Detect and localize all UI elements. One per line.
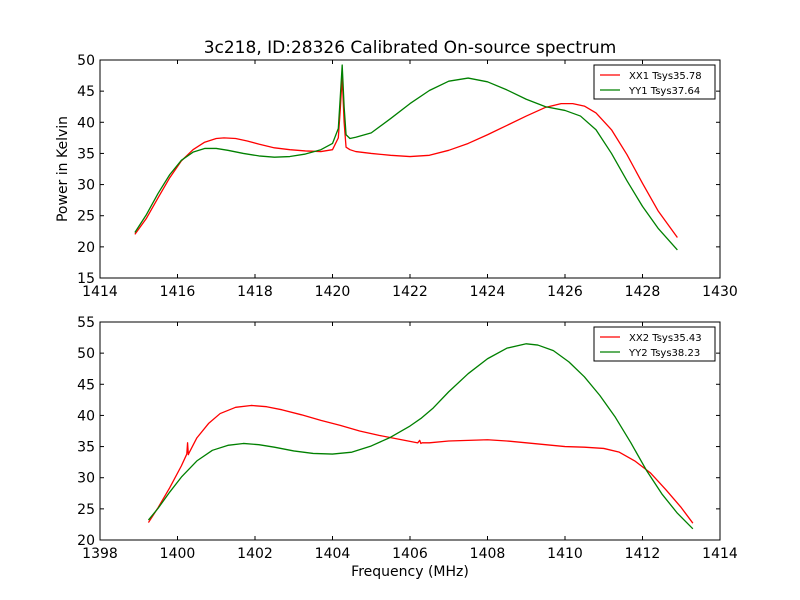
series-line-xx1 [134, 76, 678, 238]
legend-entry: YY2 Tsys38.23 [628, 348, 700, 359]
bottom-panel: 1398 1400 1402 1404 1406 1408 1410 1412 1414 20 25… [77, 315, 738, 580]
x-tick-label: 1406 [392, 546, 428, 562]
y-tick-label: 15 [77, 271, 95, 287]
x-tick-label: 1398 [82, 546, 118, 562]
y-tick-label: 50 [77, 346, 95, 362]
x-tick-label: 1418 [237, 284, 273, 300]
x-tick-label: 1420 [315, 284, 351, 300]
x-tick-label: 1422 [392, 284, 428, 300]
x-tick-label: 1412 [625, 546, 661, 562]
y-tick-label: 25 [77, 502, 95, 518]
x-tick-label: 1426 [547, 284, 583, 300]
y-tick-label: 20 [77, 533, 95, 549]
x-tick-label: 1400 [160, 546, 196, 562]
y-tick-label: 55 [77, 315, 95, 331]
y-tick-label: 50 [77, 53, 95, 69]
legend-entry: XX2 Tsys35.43 [629, 333, 702, 344]
chart-title: 3c218, ID:28326 Calibrated On-source spe… [204, 38, 617, 58]
x-tick-label: 1404 [315, 546, 351, 562]
x-tick-label: 1424 [470, 284, 506, 300]
legend-box [593, 326, 716, 362]
x-tick-label: 1408 [470, 546, 506, 562]
y-tick-label: 40 [77, 408, 95, 424]
x-tick-label: 1402 [237, 546, 273, 562]
y-tick-label: 20 [77, 240, 95, 256]
series-line-xx2 [147, 404, 694, 524]
y-tick-label: 45 [77, 377, 95, 393]
legend-box [593, 64, 716, 100]
y-axis-label: Power in Kelvin [55, 116, 71, 222]
y-tick-label: 35 [77, 440, 95, 456]
x-tick-label: 1416 [160, 284, 196, 300]
x-tick-label: 1414 [702, 546, 738, 562]
y-tick-label: 25 [77, 209, 95, 225]
y-tick-label: 30 [77, 178, 95, 194]
top-panel: 1414 1416 1418 1420 1422 1424 1426 1428 1430 15 20… [55, 53, 738, 300]
x-tick-label: 1428 [625, 284, 661, 300]
legend-entry: YY1 Tsys37.64 [628, 86, 700, 97]
y-tick-label: 30 [77, 471, 95, 487]
series-line-yy1 [134, 64, 678, 251]
y-tick-label: 45 [77, 84, 95, 100]
x-tick-label: 1430 [702, 284, 738, 300]
x-axis-label: Frequency (MHz) [351, 564, 469, 580]
x-tick-label: 1410 [547, 546, 583, 562]
series-line-yy2 [147, 343, 694, 530]
y-tick-label: 35 [77, 146, 95, 162]
x-tick-label: 1414 [82, 284, 118, 300]
legend-entry: XX1 Tsys35.78 [629, 71, 702, 82]
y-tick-label: 40 [77, 115, 95, 131]
